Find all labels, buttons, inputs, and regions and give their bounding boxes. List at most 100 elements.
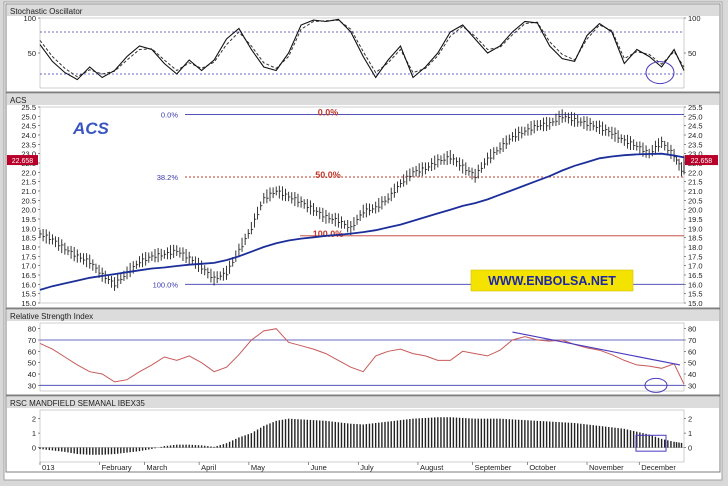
last-price-tag-text: 22.658 <box>12 158 34 165</box>
x-tick-label: September <box>475 463 512 472</box>
y-tick-label-right: 16.5 <box>688 271 703 280</box>
x-tick-label: August <box>420 463 444 472</box>
y-tick-label-left: 17.0 <box>21 262 36 271</box>
y-tick-label-left: 50 <box>28 359 36 368</box>
x-tick-label: 013 <box>42 463 55 472</box>
y-tick-label-left: 24.0 <box>21 131 36 140</box>
fib-label-left: 100.0% <box>153 280 179 289</box>
y-tick-label-right: 50 <box>688 49 696 58</box>
x-tick-label: December <box>641 463 676 472</box>
y-tick-label-right: 22.0 <box>688 168 703 177</box>
last-price-tag-right <box>685 155 718 166</box>
y-tick-label-left: 16.0 <box>21 280 36 289</box>
highlight-ellipse <box>645 61 675 85</box>
pane-border <box>5 308 721 396</box>
y-tick-label-left: 23.5 <box>21 140 36 149</box>
y-tick-label-left: 19.5 <box>21 215 36 224</box>
y-tick-label-right: 60 <box>688 347 696 356</box>
y-tick-label-left: 22.0 <box>21 168 36 177</box>
y-tick-label-right: 1 <box>688 429 692 438</box>
y-tick-label-left: 0 <box>32 444 36 453</box>
x-tick-label: June <box>311 463 327 472</box>
y-tick-label-right: 40 <box>688 370 696 379</box>
x-tick-label: April <box>201 463 216 472</box>
pane-titlebar <box>7 397 719 408</box>
y-tick-label-left: 17.5 <box>21 252 36 261</box>
y-tick-label-right: 80 <box>688 325 696 334</box>
last-price-tag-left <box>7 155 38 166</box>
x-tick-label: October <box>529 463 556 472</box>
pane-border <box>5 3 721 93</box>
y-tick-label-left: 50 <box>28 49 36 58</box>
y-tick-label-right: 25.5 <box>688 103 703 112</box>
y-tick-label-right: 70 <box>688 336 696 345</box>
highlight-ellipse <box>644 377 668 393</box>
fib-label-center: 0.0% <box>318 107 339 117</box>
y-tick-label-right: 21.0 <box>688 187 703 196</box>
y-tick-label-left: 100 <box>23 14 36 23</box>
moving-average-line <box>39 152 685 291</box>
last-price-tag-text: 22.658 <box>691 158 713 165</box>
pane-4: RSC MANDFIELD SEMANAL IBEX35 2 2 1 1 0 0 013 Feb… <box>5 395 721 473</box>
y-tick-label-left: 19.0 <box>21 224 36 233</box>
pane-title: ACS <box>10 96 26 105</box>
pane-title: Stochastic Oscillator <box>10 7 83 16</box>
pane-title: Relative Strength Index <box>10 312 93 321</box>
y-tick-label-right: 50 <box>688 359 696 368</box>
x-tick-label: July <box>360 463 374 472</box>
y-tick-label-left: 2 <box>32 415 36 424</box>
y-tick-label-right: 19.0 <box>688 224 703 233</box>
y-tick-label-right: 16.0 <box>688 280 703 289</box>
y-tick-label-left: 25.0 <box>21 112 36 121</box>
y-tick-label-left: 70 <box>28 336 36 345</box>
y-tick-label-left: 18.5 <box>21 234 36 243</box>
pane-titlebar <box>7 94 719 105</box>
plot-area <box>39 322 685 392</box>
y-tick-label-left: 60 <box>28 347 36 356</box>
y-tick-label-right: 0 <box>688 444 692 453</box>
y-tick-label-left: 21.5 <box>21 178 36 187</box>
y-tick-label-left: 40 <box>28 370 36 379</box>
rsi-trendline <box>512 331 681 366</box>
y-tick-label-right: 18.5 <box>688 234 703 243</box>
plot-area <box>39 409 685 463</box>
y-tick-label-left: 30 <box>28 381 36 390</box>
x-tick-label: March <box>146 463 167 472</box>
y-tick-label-right: 23.5 <box>688 140 703 149</box>
y-tick-label-right: 20.5 <box>688 196 703 205</box>
y-tick-label-right: 18.0 <box>688 243 703 252</box>
y-tick-label-left: 15.5 <box>21 290 36 299</box>
pane-titlebar <box>7 5 719 16</box>
y-tick-label-right: 19.5 <box>688 215 703 224</box>
fib-label-left: 38.2% <box>157 173 179 182</box>
y-tick-label-left: 23.0 <box>21 150 36 159</box>
y-tick-label-right: 24.0 <box>688 131 703 140</box>
y-tick-label-right: 15.0 <box>688 299 703 308</box>
fib-label-center: 100.0% <box>313 229 344 239</box>
y-tick-label-right: 100 <box>688 14 701 23</box>
pane-3: Relative Strength Index 80 80 70 70 60 60 50 50 4… <box>5 308 721 396</box>
y-tick-label-right: 30 <box>688 381 696 390</box>
y-tick-label-left: 20.0 <box>21 206 36 215</box>
fib-label-center: 50.0% <box>315 170 341 180</box>
fib-label-left: 0.0% <box>161 110 178 119</box>
y-tick-label-right: 17.0 <box>688 262 703 271</box>
y-tick-label-right: 21.5 <box>688 178 703 187</box>
y-tick-label-right: 17.5 <box>688 252 703 261</box>
watermark-box <box>470 269 634 292</box>
x-tick-label: November <box>589 463 624 472</box>
plot-area <box>39 106 685 304</box>
y-tick-label-left: 1 <box>32 429 36 438</box>
y-tick-label-right: 2 <box>688 415 692 424</box>
y-tick-label-right: 24.5 <box>688 122 703 131</box>
highlight-box <box>635 434 667 452</box>
y-tick-label-left: 20.5 <box>21 196 36 205</box>
y-tick-label-left: 16.5 <box>21 271 36 280</box>
y-tick-label-left: 18.0 <box>21 243 36 252</box>
stoch-k-line <box>39 18 685 81</box>
y-tick-label-left: 21.0 <box>21 187 36 196</box>
price-annotation: ACS <box>72 119 110 138</box>
